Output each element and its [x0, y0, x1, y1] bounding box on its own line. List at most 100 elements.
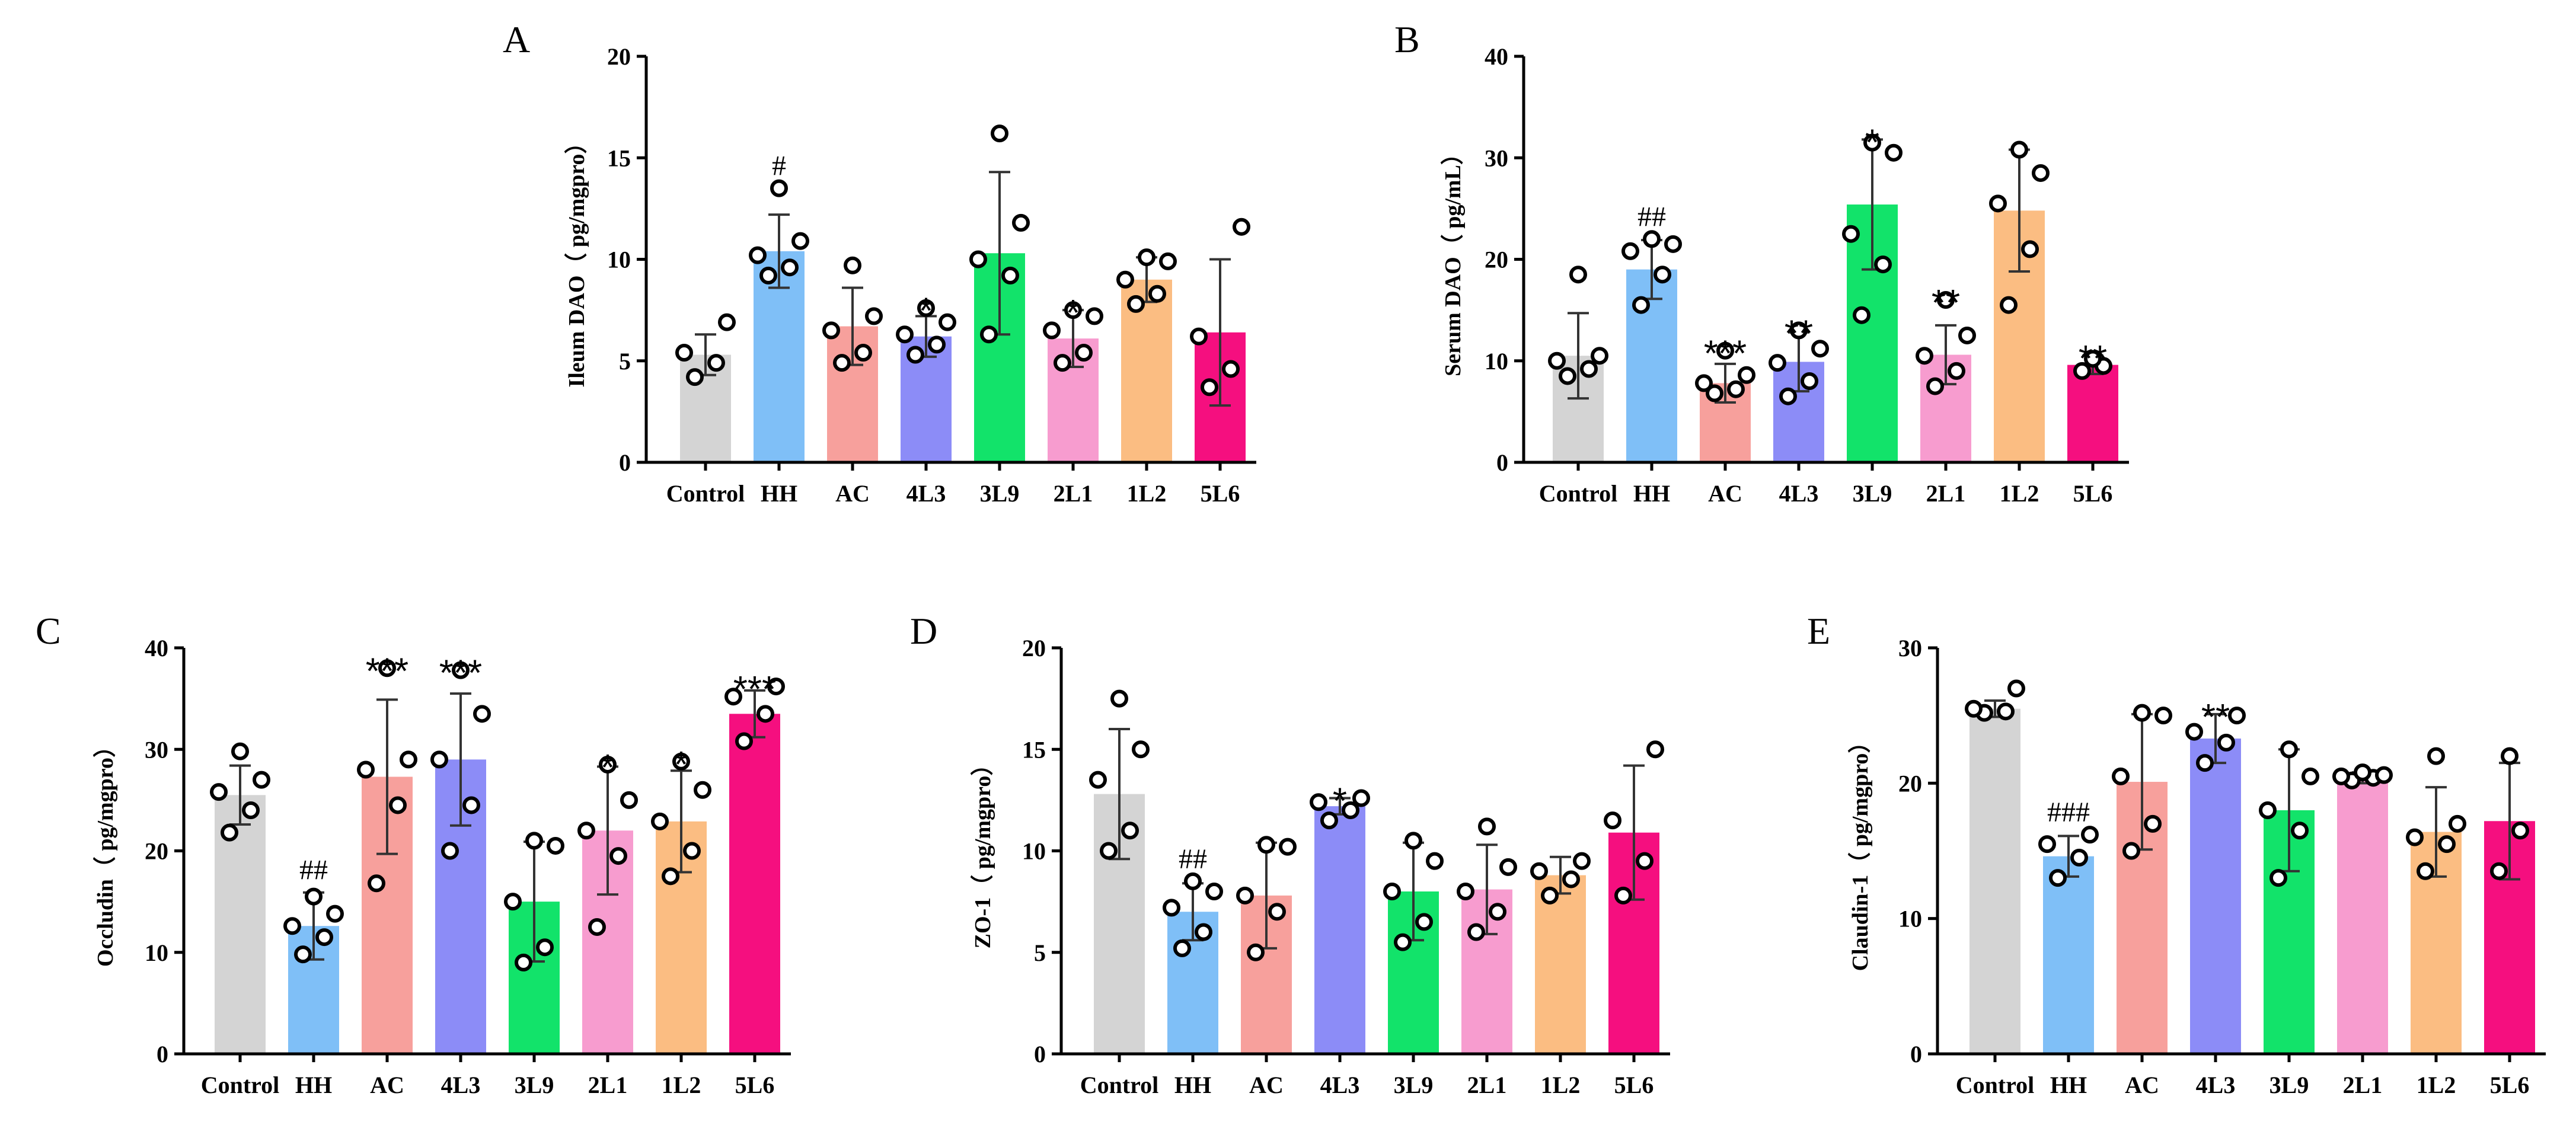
panel-b-point-control	[1548, 351, 1566, 370]
panel-d-point-3l9	[1394, 933, 1412, 951]
panel-d-point-1l2	[1562, 870, 1580, 889]
panel-d-point-hh	[1184, 872, 1202, 890]
panel-a-point-hh	[759, 266, 777, 285]
panel-e-point-3l9	[2269, 869, 2287, 887]
panel-a-point-3l9	[1012, 213, 1030, 232]
panel-e-xtick-label-2l1: 2L1	[2343, 1072, 2383, 1098]
panel-e-point-control	[1965, 699, 1983, 718]
panel-a-point-2l1	[1075, 344, 1093, 362]
panel-a-sig-4l3: *	[919, 291, 933, 332]
panel-e-sig-4l3: **	[2201, 697, 2230, 738]
panel-e-ytick-label: 30	[1898, 635, 1922, 661]
panel-b-point-5l6	[2073, 362, 2091, 380]
panel-a-point-2l1	[1043, 321, 1061, 340]
panel-a-letter: A	[503, 18, 530, 60]
panel-c-sig-1l2: *	[674, 744, 688, 785]
panel-d-point-3l9	[1426, 852, 1444, 870]
panel-a-point-control	[718, 313, 736, 331]
panel-c-point-4l3	[430, 750, 448, 769]
panel-d-xtick-label-hh: HH	[1174, 1072, 1211, 1098]
panel-b-point-2l1	[1958, 326, 1976, 344]
panel-c-ytick-label: 40	[145, 635, 168, 661]
panel-e-y-title: Claudin-1（ pg/mgpro）	[1848, 731, 1873, 971]
panel-b-point-2l1	[1948, 362, 1965, 380]
panel-d-point-hh	[1195, 923, 1212, 941]
panel-d-point-3l9	[1383, 883, 1401, 900]
panel-a-errorbar-5l6	[1209, 258, 1231, 407]
panel-b-ytick-label: 0	[1496, 449, 1508, 476]
panel-a-point-hh	[781, 258, 799, 277]
panel-d-point-2l1	[1467, 923, 1485, 941]
panel-d-point-control	[1089, 771, 1107, 789]
panel-c-xtick-label-hh: HH	[295, 1072, 332, 1098]
panel-c-point-3l9	[536, 938, 554, 957]
panel-a-point-ac	[833, 354, 851, 372]
panel-b-sig-4l3: **	[1785, 313, 1813, 354]
panel-b-ytick-label: 10	[1485, 348, 1508, 375]
panel-e-point-hh	[2049, 869, 2067, 887]
panel-b-ytick-label: 30	[1485, 145, 1508, 171]
panel-b-ytick-label: 20	[1485, 247, 1508, 273]
panel-c-xtick-label-4l3: 4L3	[441, 1072, 481, 1098]
panel-e-point-3l9	[2280, 740, 2298, 759]
panel-a-xtick-label-hh: HH	[761, 480, 797, 507]
panel-c-point-1l2	[683, 842, 701, 860]
panel-d-point-ac	[1257, 836, 1275, 854]
panel-c-xtick-label-5l6: 5L6	[735, 1072, 775, 1098]
panel-c-point-control	[231, 742, 249, 760]
panel-b-point-ac	[1695, 374, 1713, 392]
panel-b-point-3l9	[1885, 143, 1903, 162]
panel-d-point-5l6	[1636, 852, 1654, 870]
panel-c-point-4l3	[473, 705, 491, 723]
panel-a-point-1l2	[1127, 295, 1145, 313]
panel-a-point-control	[686, 368, 704, 386]
panel-a-point-2l1	[1064, 301, 1082, 319]
panel-e-point-3l9	[2302, 767, 2319, 785]
panel-b-point-2l1	[1916, 347, 1933, 365]
panel-b-point-1l2	[2000, 296, 2018, 314]
panel-e-xtick-label-4l3: 4L3	[2196, 1072, 2236, 1098]
panel-e-point-1l2	[2427, 747, 2445, 765]
panel-e-point-hh	[2070, 848, 2088, 867]
panel-a-y-title: Ileum DAO（ pg/mgpro）	[564, 131, 589, 387]
panel-e-bar-4l3	[2190, 738, 2241, 1054]
panel-c-point-hh	[283, 917, 301, 935]
panel-e-xtick-label-1l2: 1L2	[2417, 1072, 2456, 1098]
panel-c-ytick-label: 10	[145, 939, 168, 966]
panel-b-xtick-label-control: Control	[1539, 480, 1618, 507]
panel-d-xtick-label-control: Control	[1080, 1072, 1159, 1098]
panel-a-errorbar-hh	[768, 213, 790, 289]
panel-a-point-hh	[791, 232, 809, 250]
panel-e-point-ac	[2133, 704, 2151, 722]
panel-a-xtick-label-3l9: 3L9	[980, 480, 1020, 507]
panel-c-xtick-label-control: Control	[201, 1072, 280, 1098]
panel-a-xtick-label-5l6: 5L6	[1201, 480, 1240, 507]
panel-c-point-4l3	[462, 796, 480, 814]
panel-d-xtick-label-4l3: 4L3	[1320, 1072, 1360, 1098]
panel-b-xtick-label-3l9: 3L9	[1853, 480, 1892, 507]
panel-b-sig-hh: ##	[1637, 201, 1666, 232]
panel-c-point-2l1	[599, 755, 617, 774]
panel-e-ytick-label: 10	[1898, 906, 1922, 932]
panel-b-errorbar-ac	[1715, 362, 1736, 404]
panel-b-xtick-label-4l3: 4L3	[1779, 480, 1819, 507]
panel-c-point-control	[210, 783, 228, 801]
panel-c-ytick-label: 0	[157, 1041, 168, 1068]
panel-a-ytick-label: 0	[619, 449, 631, 476]
panel-b-point-2l1	[1937, 291, 1955, 309]
panel-a-sig-hh: #	[772, 151, 786, 182]
panel-e-point-3l9	[2259, 801, 2277, 819]
panel-a-point-5l6	[1222, 360, 1240, 378]
panel-c-point-1l2	[651, 812, 669, 830]
panel-c-point-5l6	[767, 677, 785, 696]
panel-e-point-control	[1997, 702, 2015, 721]
panel-e-bar-hh	[2043, 856, 2094, 1054]
panel-b-point-control	[1591, 347, 1608, 365]
panel-c-ytick-label: 20	[145, 838, 168, 865]
panel-d-sig-hh: ##	[1179, 843, 1207, 875]
panel-e-point-4l3	[2217, 733, 2235, 752]
panel-c-point-hh	[326, 905, 344, 923]
panel-d-ytick-label: 10	[1022, 838, 1046, 865]
panel-a-point-ac	[822, 321, 840, 340]
